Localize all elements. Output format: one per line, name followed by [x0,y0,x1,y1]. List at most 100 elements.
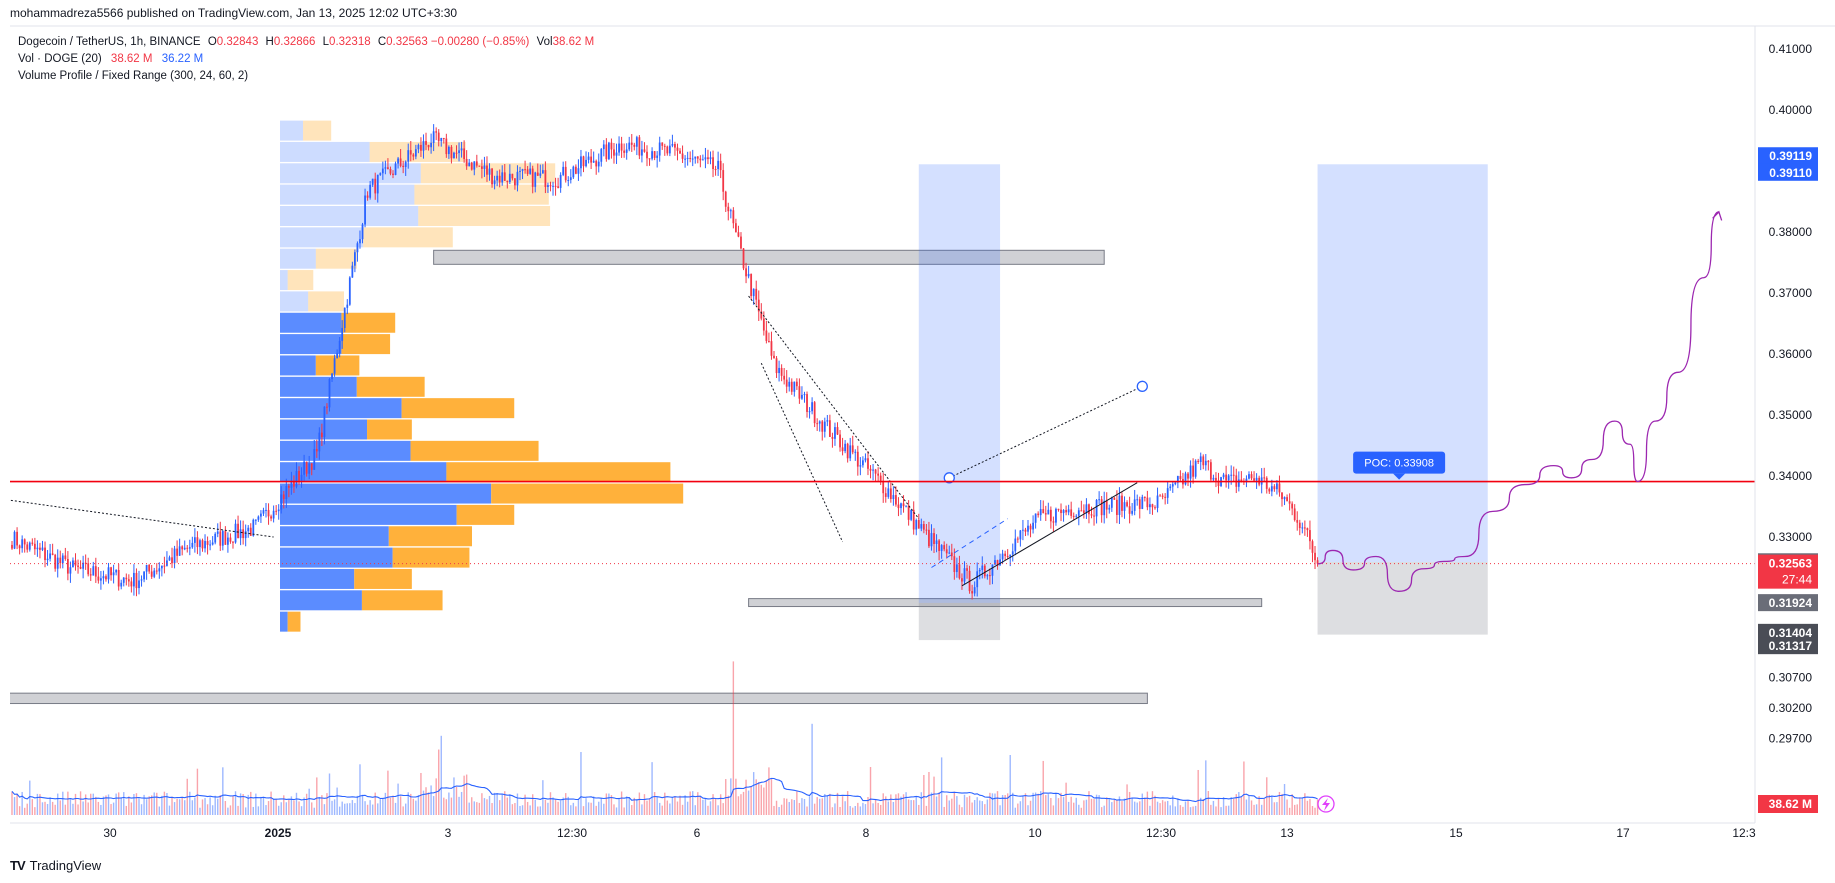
volume-bar [521,805,524,815]
candle-body [216,531,219,534]
candle-body [1255,477,1258,481]
trendline-2 [760,362,844,543]
volume-bar [938,792,940,815]
volume-bar [1118,796,1121,815]
candle-body [864,458,867,461]
volume-bar [745,779,747,815]
candle-body [902,503,905,507]
poc-label-box [1353,451,1446,474]
volume-indicator-row[interactable]: Vol · DOGE (20) 38.62 M 36.22 M [18,51,594,68]
volume-bar [923,774,925,815]
volume-bar [90,793,92,815]
price-badge [1758,147,1818,165]
candle-body [343,307,346,328]
volume-profile-name[interactable]: Volume Profile / Fixed Range (300, 24, 6… [18,70,249,82]
vp-down-bar [491,483,684,504]
volume-bar [958,804,961,815]
candle-body [1169,486,1172,489]
candle-body [1154,507,1156,509]
candle-body [1273,486,1276,490]
candle-body [752,288,755,297]
volume-bar [798,802,801,815]
candle-body [1166,488,1169,498]
volume-bar [77,804,79,815]
volume-bar [498,800,501,815]
volume-bar [506,797,508,815]
candle-body [26,544,29,550]
candle-body [1055,508,1057,523]
volume-bar [727,795,729,815]
candle-body [1253,478,1255,481]
x-axis-tick-label: 3 [445,826,452,840]
candle-body [155,570,158,572]
volume-bar [885,796,887,815]
volume-bar [735,778,737,815]
volume-bar [773,805,775,815]
volume-bar [1286,799,1288,815]
symbol-row[interactable]: Dogecoin / TetherUS, 1h, BINANCE O0.3284… [18,36,595,48]
volume-bar [1062,797,1065,815]
volume-bar [57,793,59,815]
candle-body [183,547,186,550]
volume-bar [849,806,851,815]
volume-indicator-name[interactable]: Vol · DOGE (20) [18,53,102,65]
tradingview-branding[interactable]: TV TradingView [10,858,101,873]
volume-bar [1314,807,1316,815]
volume-bar [387,770,389,815]
volume-bar [1004,794,1006,815]
volume-bar [1207,791,1210,815]
volume-bar [676,801,679,815]
volume-bar [1136,802,1138,815]
price-badge [1758,637,1818,655]
volume-bar [1103,805,1105,815]
volume-bar [577,798,580,815]
candle-body [323,406,326,438]
vp-down-bar [369,141,466,162]
volume-bar [1311,805,1314,815]
volume-bar [862,802,864,815]
candle-body [64,555,67,559]
volume-bar [257,806,260,815]
volume-bar [714,798,717,815]
volume-bar [1019,801,1022,815]
volume-bar [1233,798,1235,815]
zone-gray-1 [748,598,1263,608]
volume-bar [285,802,288,815]
volume-bar [656,796,658,815]
vp-down-bar [456,504,515,525]
candle-body [1202,456,1205,466]
candle-body [879,475,882,481]
candle-body [1070,509,1073,516]
volume-bar [300,806,303,815]
candle-body [328,379,331,408]
volume-bar [613,804,615,815]
y-axis-tick-label: 0.30200 [1769,701,1813,715]
volume-profile-row[interactable]: Volume Profile / Fixed Range (300, 24, 6… [18,68,594,85]
candle-body [615,152,618,156]
symbol-name[interactable]: Dogecoin / TetherUS, 1h, BINANCE [18,36,201,48]
volume-bar [344,803,346,815]
volume-bar [859,806,862,815]
volume-bar [67,791,69,815]
volume-bar [34,807,36,815]
candle-body [308,463,311,474]
x-axis-tick-label: 17 [1616,826,1630,840]
volume-bar [440,735,442,815]
candle-body [762,318,765,331]
volume-bar [1268,794,1270,815]
volume-bar [801,798,803,815]
candle-body [1131,510,1134,514]
volume-bar [336,787,338,815]
candle-body [1027,525,1029,532]
candle-body [961,578,963,582]
volume-bar [719,794,722,815]
volume-bar [448,792,450,815]
candle-body [481,166,483,169]
countdown-value: 27:44 [1782,573,1812,587]
volume-bar [316,777,318,815]
volume-bar [432,796,435,815]
volume-bar [1024,793,1027,815]
candle-body [117,569,120,587]
volume-bar [1126,784,1128,815]
